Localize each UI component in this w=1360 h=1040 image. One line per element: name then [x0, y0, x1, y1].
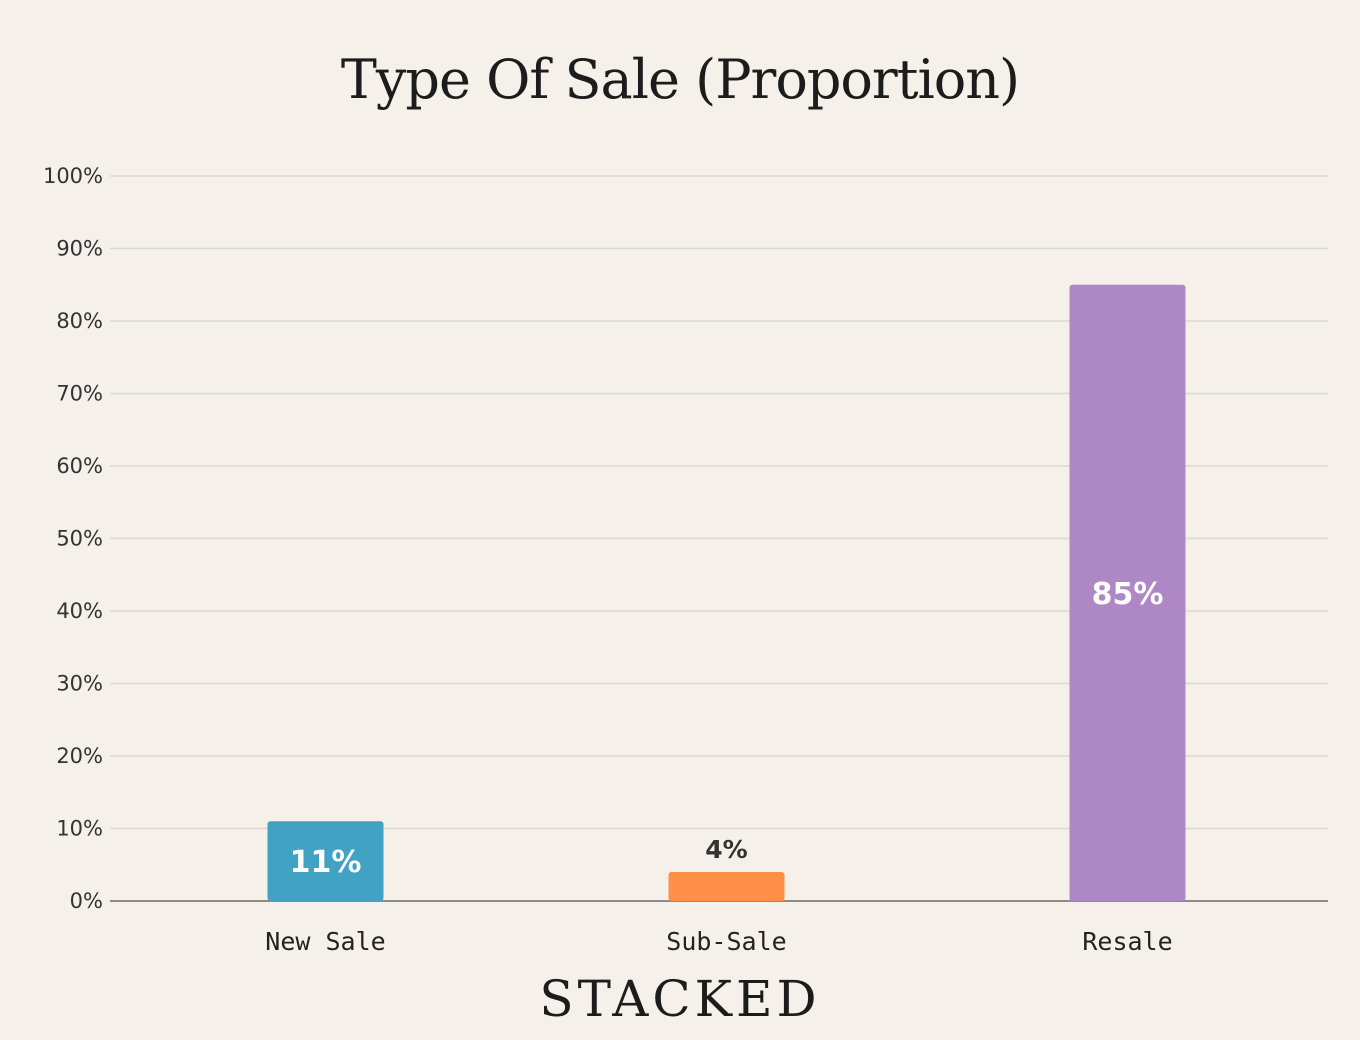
x-category-label: Sub-Sale: [666, 927, 786, 956]
bar-resale[interactable]: [1069, 284, 1186, 901]
x-category-label: Resale: [1082, 927, 1172, 956]
brand-logo: STACKED: [539, 970, 821, 1028]
bar-sub-sale[interactable]: [668, 872, 785, 901]
y-tick-label: 40%: [56, 599, 103, 623]
bar-value-label: 85%: [1092, 577, 1164, 612]
y-tick-label: 70%: [56, 382, 103, 406]
y-tick-label: 60%: [56, 454, 103, 478]
y-tick-label: 80%: [56, 309, 103, 333]
y-tick-label: 10%: [56, 817, 103, 841]
y-tick-label: 0%: [70, 889, 103, 913]
y-tick-label: 20%: [56, 744, 103, 768]
y-tick-label: 50%: [56, 527, 103, 551]
bar-value-label: 11%: [290, 845, 362, 880]
bar-value-label: 4%: [705, 835, 747, 864]
y-tick-label: 100%: [43, 164, 103, 188]
x-category-label: New Sale: [265, 927, 385, 956]
y-tick-label: 90%: [56, 237, 103, 261]
bar-new-sale[interactable]: [267, 821, 384, 901]
chart-title: Type Of Sale (Proportion): [340, 48, 1020, 111]
y-tick-label: 30%: [56, 672, 103, 696]
